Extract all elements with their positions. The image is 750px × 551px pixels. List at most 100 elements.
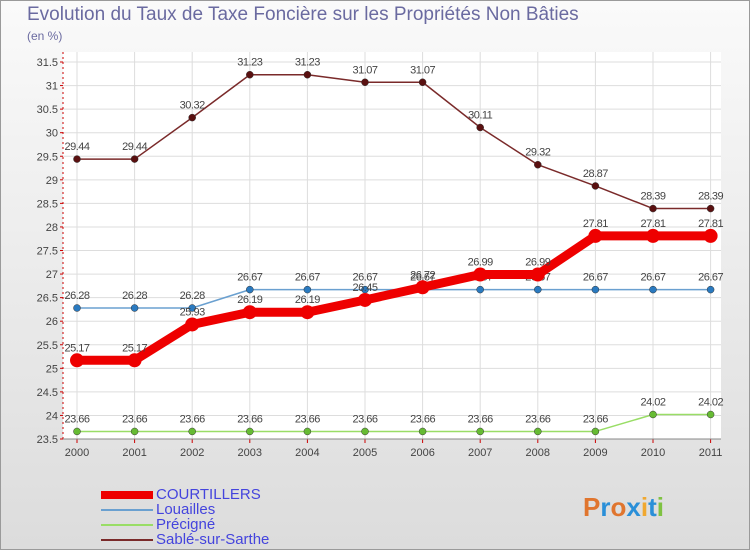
legend-item: Louailles [101,501,361,518]
data-point [73,155,81,163]
data-point [476,123,484,132]
data-label: 26.67 [237,272,262,284]
data-point [706,204,715,213]
data-point [706,285,715,294]
data-label: 26.67 [410,272,435,284]
data-label: 27.81 [698,218,723,230]
data-point [646,228,660,243]
data-point [591,182,600,190]
y-tick-label: 28.5 [37,198,58,210]
data-label: 23.66 [410,413,435,425]
data-label: 26.67 [640,272,665,284]
logo-letter: P [583,492,601,522]
data-label: 31.07 [410,64,435,76]
x-tick-label: 2006 [410,447,434,459]
data-point [127,353,142,368]
data-label: 27.81 [640,218,665,230]
data-point [242,305,257,320]
data-label: 23.66 [64,413,89,425]
y-tick-label: 25.5 [37,340,58,352]
data-point [649,204,657,213]
data-label: 23.66 [180,413,205,425]
data-point [361,427,369,436]
x-tick-label: 2007 [468,447,492,459]
y-tick-label: 31 [46,81,58,93]
data-point [476,285,484,294]
data-label: 26.67 [698,272,723,284]
data-label: 23.66 [583,413,608,425]
data-point [706,410,715,419]
data-point [534,285,542,294]
y-tick-label: 25 [46,363,58,375]
data-point [534,160,542,169]
data-point [303,285,312,294]
legend-item: Sablé-sur-Sarthe [101,531,361,548]
data-point [534,427,542,436]
data-label: 30.11 [468,110,493,122]
y-tick-label: 27.5 [37,246,58,258]
data-point [73,304,81,312]
data-point [130,155,139,163]
logo-letter: r [600,492,611,522]
data-label: 23.66 [468,413,493,425]
x-tick-label: 2002 [180,447,204,459]
legend-label: Sablé-sur-Sarthe [156,531,270,548]
data-point [188,427,196,436]
x-tick-label: 2005 [353,447,377,459]
data-label: 28.87 [583,168,608,180]
data-label: 26.19 [237,294,262,306]
legend-swatch [101,539,153,541]
data-label: 26.67 [583,272,608,284]
data-point [530,267,545,282]
series-line-2 [77,413,711,433]
data-label: 29.44 [64,141,89,153]
data-point [303,427,312,436]
y-tick-label: 29.5 [37,151,58,163]
logo-letter: i [640,492,649,522]
x-tick-label: 2003 [238,447,262,459]
data-label: 25.17 [64,342,89,354]
data-label: 29.44 [122,141,147,153]
legend-swatch [101,491,153,499]
data-label: 26.28 [64,290,89,302]
data-label: 23.66 [237,413,262,425]
data-label: 31.23 [237,57,262,69]
y-tick-label: 30 [46,128,58,140]
data-point [649,410,657,419]
logo-letter: o [610,492,627,522]
data-point [703,228,718,243]
data-point [246,427,254,436]
chart-title: Evolution du Taux de Taxe Foncière sur l… [27,4,579,25]
data-point [358,292,372,307]
data-point [188,304,196,312]
data-point [188,113,196,122]
data-label: 31.07 [352,64,377,76]
data-label: 26.72 [410,269,435,281]
logo-letter: t [648,492,657,522]
data-label: 28.39 [640,191,665,203]
legend-label: Louailles [156,501,216,518]
data-label: 26.45 [352,282,377,294]
data-point [588,228,603,243]
x-tick-label: 2004 [295,447,319,459]
y-tick-label: 26 [46,316,58,328]
data-label: 26.19 [295,294,320,306]
data-label: 23.66 [525,413,550,425]
legend-item: Précigné [101,516,361,533]
data-label: 26.99 [468,257,493,269]
logo-letter: i [656,492,664,522]
legend-label: COURTILLERS [156,486,261,503]
data-point [418,78,427,87]
x-tick-label: 2010 [641,447,665,459]
data-label: 26.28 [122,290,147,302]
data-label: 28.39 [698,191,723,203]
series-line-0 [77,73,711,210]
data-point [303,70,312,79]
data-point [649,285,657,294]
data-label: 23.66 [352,413,377,425]
data-point [70,353,84,368]
data-point [418,427,427,436]
x-tick-label: 2011 [699,447,723,459]
legend-label: Précigné [156,516,216,533]
